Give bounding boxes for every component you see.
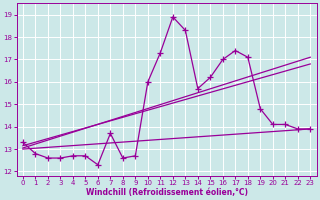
X-axis label: Windchill (Refroidissement éolien,°C): Windchill (Refroidissement éolien,°C) bbox=[85, 188, 248, 197]
